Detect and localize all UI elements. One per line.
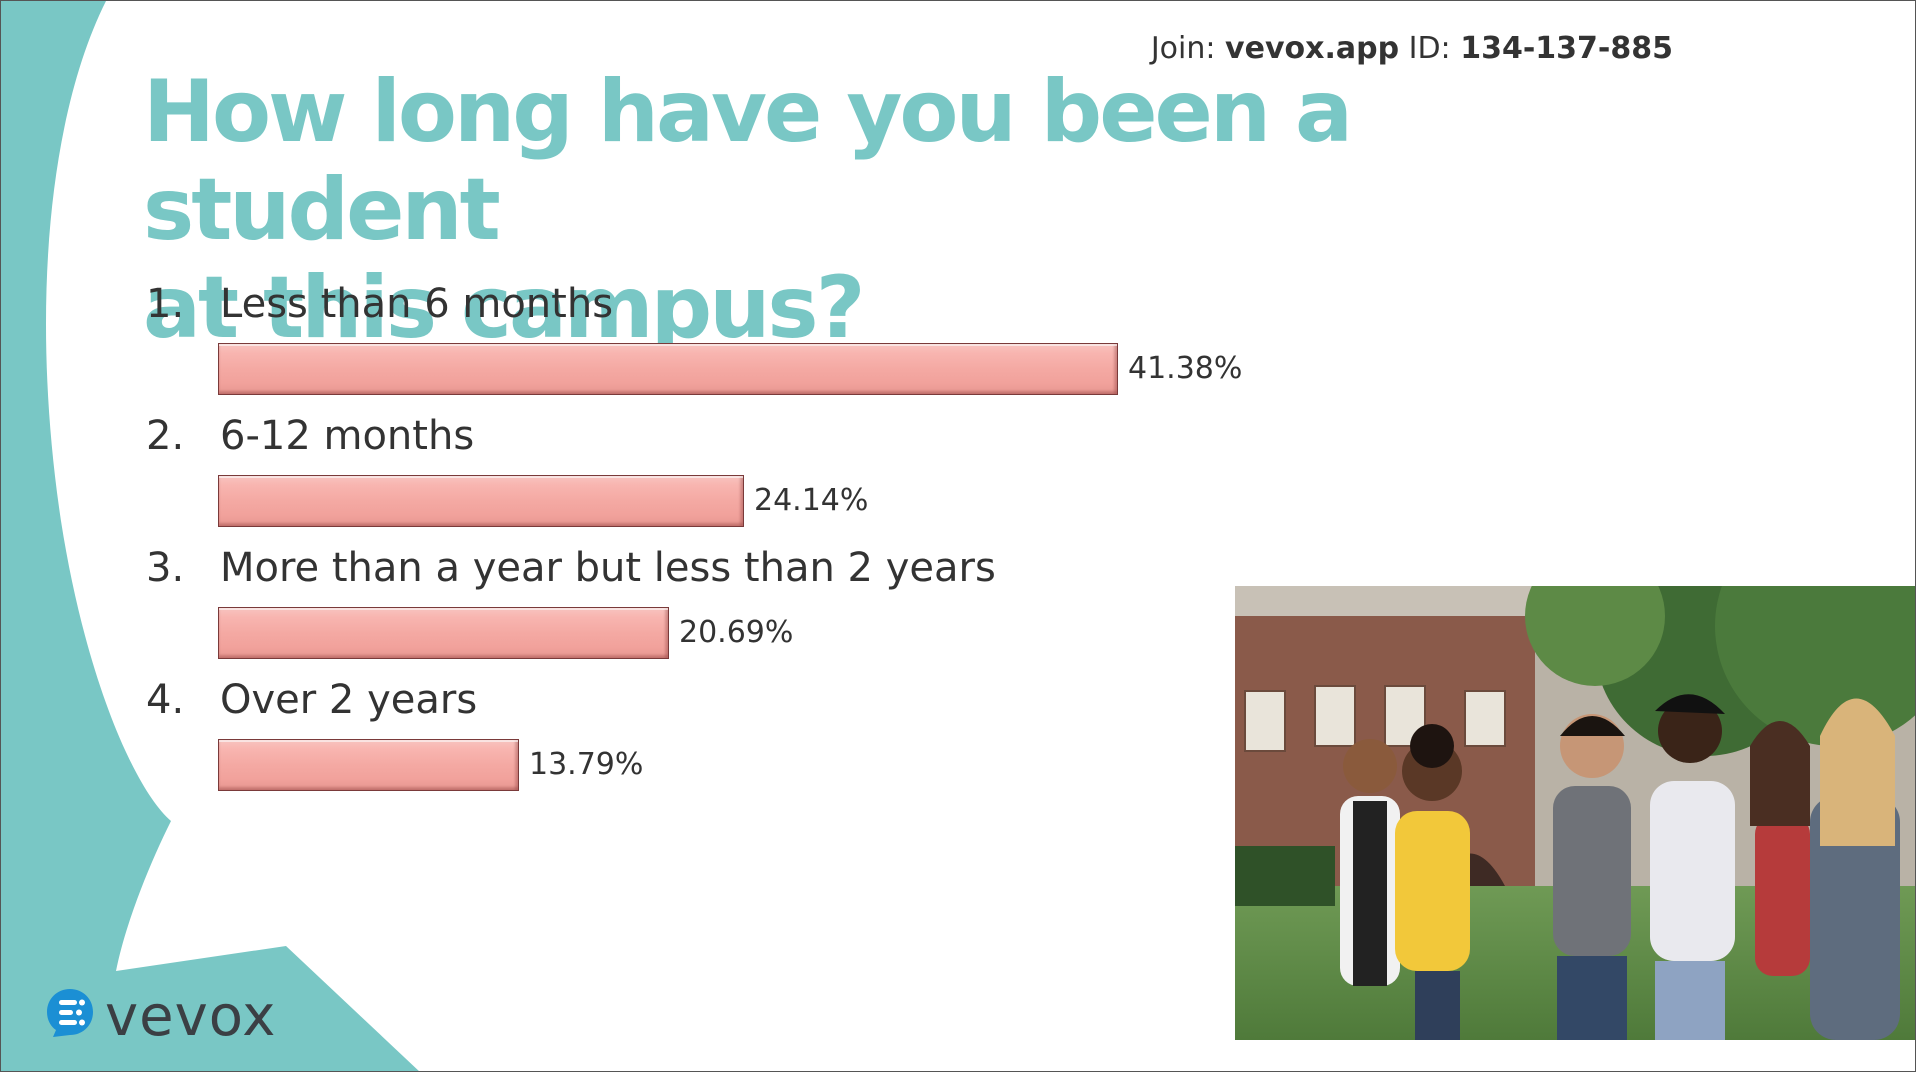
- bar-track: 24.14%: [218, 475, 1288, 527]
- answer-number: 3.: [146, 545, 185, 591]
- answer-row: 3. More than a year but less than 2 years…: [146, 537, 1246, 669]
- result-percentage: 20.69%: [679, 615, 794, 650]
- answer-text: More than a year but less than 2 years: [220, 545, 996, 591]
- answer-label: 3. More than a year but less than 2 years: [146, 545, 996, 591]
- bar-track: 13.79%: [218, 739, 1288, 791]
- answer-row: 4. Over 2 years 13.79%: [146, 669, 1246, 801]
- join-prefix: Join:: [1150, 31, 1216, 66]
- bar-track: 41.38%: [218, 343, 1288, 395]
- join-info: Join: vevox.app ID: 134-137-885: [1151, 31, 1673, 66]
- vevox-logo-text: vevox: [105, 984, 277, 1049]
- question-title: How long have you been a student at this…: [143, 63, 1703, 357]
- results-chart: 1. Less than 6 months 41.38% 2. 6-12 months 2…: [146, 273, 1246, 801]
- answer-row: 2. 6-12 months 24.14%: [146, 405, 1246, 537]
- answer-number: 2.: [146, 413, 185, 459]
- join-id-value: 134-137-885: [1460, 31, 1673, 66]
- answer-row: 1. Less than 6 months 41.38%: [146, 273, 1246, 405]
- result-bar: [218, 739, 519, 791]
- answer-text: Over 2 years: [220, 677, 478, 723]
- vevox-logo-icon: [47, 989, 93, 1037]
- question-title-line-1: How long have you been a student: [143, 62, 1353, 260]
- join-site: vevox.app: [1225, 31, 1400, 66]
- result-percentage: 13.79%: [529, 747, 644, 782]
- answer-number: 1.: [146, 281, 185, 327]
- question-title-line-2: at this campus?: [143, 258, 866, 358]
- answer-label: 1. Less than 6 months: [146, 281, 613, 327]
- answer-label: 4. Over 2 years: [146, 677, 477, 723]
- result-percentage: 41.38%: [1128, 351, 1243, 386]
- result-bar: [218, 343, 1118, 395]
- answer-number: 4.: [146, 677, 185, 723]
- answer-text: 6-12 months: [220, 413, 475, 459]
- answer-label: 2. 6-12 months: [146, 413, 474, 459]
- vevox-logo: vevox: [43, 984, 303, 1049]
- teal-swoosh-decoration: [1, 1, 419, 1071]
- result-percentage: 24.14%: [754, 483, 869, 518]
- students-photo: [1235, 586, 1915, 1040]
- join-id-label: ID:: [1408, 31, 1451, 66]
- bar-track: 20.69%: [218, 607, 1288, 659]
- answer-text: Less than 6 months: [220, 281, 614, 327]
- result-bar: [218, 607, 669, 659]
- result-bar: [218, 475, 744, 527]
